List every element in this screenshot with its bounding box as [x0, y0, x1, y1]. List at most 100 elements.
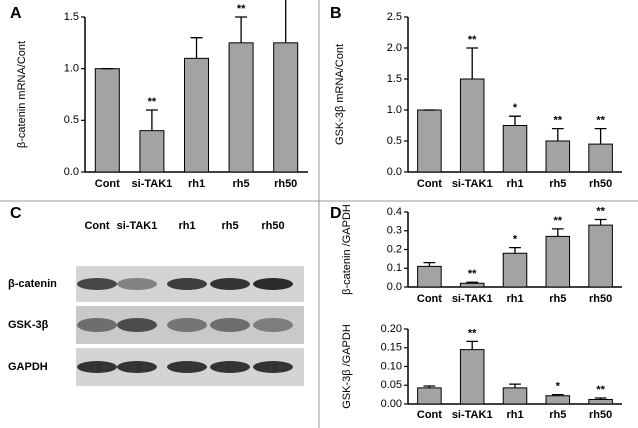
error-bar [551, 228, 564, 237]
error-bar [509, 115, 521, 126]
y-tick-label: 2.0 [387, 42, 402, 54]
error-bar [190, 37, 203, 59]
x-tick-label: rh5 [549, 293, 566, 305]
bar [545, 235, 571, 288]
x-tick-label: si-TAK1 [452, 409, 493, 421]
y-tick-label: 0.4 [387, 206, 402, 218]
bar [588, 399, 613, 405]
bar [273, 42, 299, 173]
significance: ** [596, 205, 605, 217]
y-tick-label: 0.0 [387, 281, 402, 293]
bar [502, 125, 528, 173]
band [77, 278, 117, 290]
significance: ** [554, 215, 563, 227]
x-tick-label: rh1 [506, 409, 523, 421]
significance: * [513, 234, 518, 246]
y-tick-label: 0.05 [381, 379, 402, 391]
x-tick-label: Cont [417, 293, 442, 305]
bar [502, 387, 528, 405]
band [117, 361, 157, 373]
bar [459, 349, 485, 405]
error-bar [423, 385, 436, 388]
x-tick-label: rh1 [506, 178, 523, 190]
bar [94, 68, 120, 173]
error-bar [594, 397, 607, 400]
lane-label: si-TAK1 [117, 220, 158, 232]
band [117, 318, 157, 332]
x-tick-label: Cont [95, 178, 120, 190]
x-tick-label: rh1 [506, 293, 523, 305]
error-bar [594, 218, 607, 226]
band [253, 318, 293, 332]
lane-label: rh1 [178, 220, 195, 232]
y-tick-label: 0.0 [64, 166, 79, 178]
band [167, 278, 207, 290]
y-tick-label: 1.0 [64, 63, 79, 75]
band [210, 318, 250, 332]
lane-label: Cont [84, 220, 109, 232]
bar [184, 57, 209, 173]
y-axis-label: GSK-3β mRNA/Cont [334, 44, 346, 145]
y-tick-label: 1.5 [387, 73, 402, 85]
row-label: β-catenin [8, 278, 57, 290]
y-tick-label: 0.3 [387, 225, 402, 237]
panel-letter: D [330, 205, 342, 222]
y-tick-label: 0.20 [381, 323, 402, 335]
error-bar [509, 246, 521, 254]
bar [139, 130, 165, 173]
bar [228, 42, 254, 173]
y-axis-label: β-catenin mRNA/Cont [16, 41, 28, 148]
y-tick-label: 0.2 [387, 243, 402, 255]
row-label: GSK-3β [8, 319, 49, 331]
significance: ** [468, 327, 477, 339]
significance: ** [596, 115, 605, 127]
error-bar [594, 127, 607, 145]
bar [588, 143, 613, 173]
bar [417, 387, 442, 405]
y-tick-label: 1.0 [387, 104, 402, 116]
lane-label: rh50 [261, 220, 284, 232]
significance: * [513, 102, 518, 114]
error-bar [423, 261, 436, 267]
bar [588, 224, 613, 288]
x-tick-label: Cont [417, 409, 442, 421]
y-axis-label: GSK-3β /GAPDH [341, 324, 353, 409]
panel-letter: B [330, 5, 342, 22]
error-bar [551, 127, 564, 141]
band [167, 318, 207, 332]
y-tick-label: 0.5 [64, 114, 79, 126]
y-tick-label: 0.00 [381, 398, 402, 410]
error-bar [466, 47, 479, 79]
x-tick-label: Cont [417, 178, 442, 190]
x-tick-label: si-TAK1 [452, 178, 493, 190]
bar [417, 109, 442, 173]
band [77, 361, 117, 373]
x-tick-label: rh50 [589, 409, 612, 421]
band [253, 278, 293, 290]
significance: ** [596, 384, 605, 396]
band [210, 278, 250, 290]
error-bar [285, 0, 287, 43]
x-tick-label: si-TAK1 [452, 293, 493, 305]
bar [417, 265, 442, 288]
error-bar [145, 109, 158, 131]
x-tick-label: rh1 [188, 178, 205, 190]
y-tick-label: 0.5 [387, 135, 402, 147]
bar [459, 282, 485, 288]
x-tick-label: rh50 [274, 178, 297, 190]
bar [502, 252, 528, 288]
x-tick-label: rh5 [233, 178, 250, 190]
band [117, 278, 157, 290]
y-tick-label: 1.5 [64, 11, 79, 23]
error-bar [235, 16, 248, 43]
x-tick-label: si-TAK1 [132, 178, 173, 190]
significance: * [556, 381, 561, 393]
x-tick-label: rh5 [549, 178, 566, 190]
bar [545, 395, 571, 405]
error-bar [551, 393, 564, 396]
band [210, 361, 250, 373]
error-bar [509, 383, 521, 388]
x-tick-label: rh50 [589, 293, 612, 305]
row-label: GAPDH [8, 361, 48, 373]
